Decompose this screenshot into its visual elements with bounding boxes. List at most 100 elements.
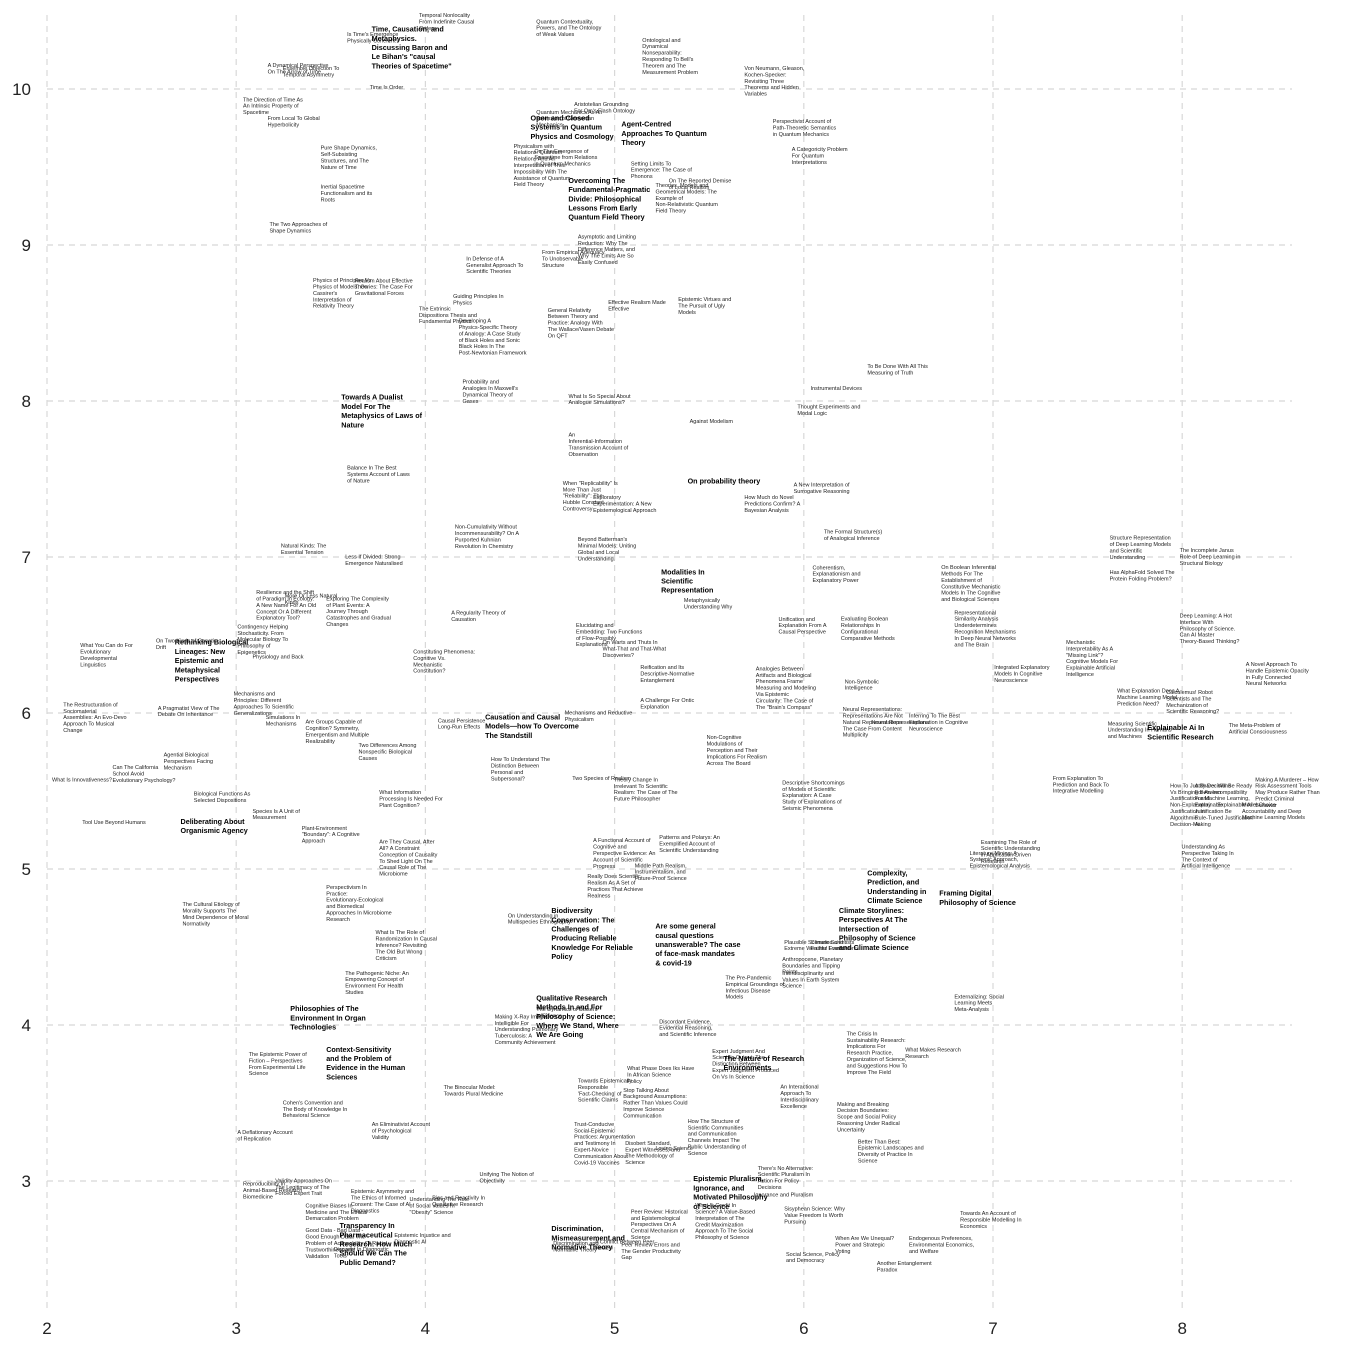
point-label: Calculemus! Robot Scientists and The Mecha…: [1166, 690, 1219, 715]
y-tick-label: 10: [12, 80, 31, 99]
point-label: A Novel Approach To Handle Epistemic Opac…: [1246, 662, 1309, 687]
point-label: On probability theory: [688, 477, 761, 486]
point-label: What Is The Role of Randomization In Caus…: [376, 930, 437, 962]
point-label: Contingency Helping Stochasticity. From Mo…: [237, 624, 288, 656]
point-label: A Sharer Will Be Ready For An Incompatibi…: [1195, 783, 1254, 827]
point-label: Inferring To The Best Explanation in Cogn…: [909, 714, 968, 733]
point-label: Theories, Models and Geometrical Models: …: [656, 183, 719, 215]
point-label: Unifying The Notion of Objectivity: [480, 1172, 535, 1184]
point-label: Agent-Centred Approaches To Quantum Theory: [621, 120, 706, 147]
point-label: Really Does Scientific Realism As A Set o…: [587, 874, 643, 899]
point-label: Discrimination, Mismeasurement and Normati…: [551, 1224, 625, 1251]
point-label: Discordant Evidence, Evidential Reasoning…: [659, 1019, 716, 1038]
point-label: Two Differences Among Nonspecific Biologi…: [359, 743, 417, 762]
point-label: Cognitive Biases In Medicine and The Ethi…: [306, 1203, 368, 1222]
point-label: Exploring The Complexity of Plant Events:…: [326, 596, 391, 628]
point-label: Time, Causation, and Metaphysics. Discussi…: [372, 25, 452, 71]
data-labels: Temporal Nonlocality From Indefinite Caus…: [52, 13, 1320, 1273]
point-label: Endogenous Preferences, Environmental Eco…: [909, 1236, 975, 1255]
point-label: Reproducibility In Animal-Based Research B…: [243, 1182, 302, 1201]
point-label: Time Is Order: [370, 85, 404, 91]
point-label: An Inferential-Information Transmission Ac…: [569, 433, 629, 458]
point-label: Overcoming The Fundamental-Pragmatic Divid…: [568, 176, 650, 222]
point-label: Trust-Conducive Social-Epistemic Practices…: [574, 1122, 635, 1166]
point-label: Are They Causal, After All? A Constraint C…: [379, 840, 437, 878]
point-label: When Are We Unequal? Power and Strategic V…: [835, 1236, 894, 1255]
point-label: When "Replicability" Is More Than Just "Re…: [563, 481, 618, 513]
point-label: Towards A Dualist Model For The Metaphysic…: [341, 393, 422, 430]
point-label: Framing Digital Philosophy of Science: [939, 889, 1016, 907]
point-label: Another Entanglement Paradox: [877, 1261, 932, 1273]
point-label: The Formal Structure(s) of Analogical Inf…: [824, 530, 883, 542]
point-label: Balance In The Best Systems Account of La…: [347, 466, 410, 485]
point-label: What Phase Does Iks Have In African Scien…: [627, 1066, 694, 1085]
point-label: Theory Change In Irrelevant To Scientific…: [614, 777, 678, 802]
point-label: Climate Storylines: Perspectives At The In…: [839, 906, 916, 952]
point-label: Climate Scientists Fruitful Frameworks: [811, 940, 860, 952]
point-label: On Understanding in Multispecies Ethnogra…: [508, 913, 571, 925]
y-tick-label: 5: [22, 860, 31, 879]
point-label: Interdisciplinarity and Values In Earth S…: [782, 971, 839, 990]
point-label: Explainable Ai In Scientific Research: [1147, 723, 1213, 741]
point-label: Ontological and Dynamical Nonseparability:…: [642, 38, 698, 76]
point-label: Non-Symbolic Intelligence: [845, 679, 879, 691]
point-label: From Local To Global Hyperbolicity: [268, 116, 320, 128]
point-label: Plant-Environment "Boundary": A Cognitive…: [302, 826, 360, 845]
point-label: On Two Kinds of Genetic Drift: [156, 639, 217, 651]
point-label: Epistemic Asymmetry and The Ethics of Inf…: [351, 1189, 414, 1214]
point-label: The Extrinsic Dispositions Thesis and Fund…: [419, 306, 477, 325]
point-label: The Pre-Pandemic Empirical Groundings of I…: [726, 976, 785, 1001]
point-label: On Boolean Inferential Methods For The Est…: [941, 565, 1001, 603]
point-label: Epistemic Pluralism, Ignorance, and Motiva…: [693, 1174, 767, 1211]
point-label: What Is Credit In Science? A Value-Based I…: [695, 1203, 755, 1241]
point-label: The Cultural Etiology of Morality Support…: [183, 902, 249, 927]
point-label: Making and Breaking Decision Boundaries: S…: [837, 1102, 900, 1134]
axis-tick-labels: 2 3 4 5 6 7 8 3 4 5 6 7 8 9 10: [12, 80, 1187, 1338]
y-tick-label: 4: [22, 1016, 31, 1035]
point-label: Are some general causal questions unanswer…: [655, 922, 740, 968]
point-label: Coherentism, Explanationism and Explanator…: [813, 565, 861, 584]
point-label: Towards An Account of Responsible Modelli…: [960, 1211, 1021, 1230]
point-label: Species Is A Unit of Measurement: [253, 809, 301, 821]
point-label: On The Emergence of Spacetime from Relati…: [534, 149, 597, 168]
point-label: Stop Talking About Background Assumptions…: [623, 1088, 687, 1120]
point-label: Analogies Between Artifacts and Biologica…: [756, 666, 816, 710]
point-label: Tool Use Beyond Humans: [82, 820, 146, 826]
point-label: Examining The Role of Scientific Understa…: [981, 840, 1040, 865]
point-label: The Restructuration of Sociomaterial Assem…: [63, 702, 126, 734]
point-label: What Is Innovativeness?: [52, 778, 112, 784]
point-label: Modalities In Scientific Representation: [661, 567, 713, 594]
point-label: Beyond Batterman's Minimal Models: Unitin…: [578, 537, 636, 562]
point-label: The Incomplete Janus Role of Deep Learnin…: [1180, 548, 1241, 567]
point-label: General Relativity Between Theory and Prac…: [548, 308, 614, 340]
point-label: Metaphysically Understanding Why: [684, 598, 733, 610]
point-label: Neural Representations: Representations A…: [843, 707, 904, 739]
point-label: Constituting Phenomena: Cognitive Vs. Mech…: [413, 650, 475, 675]
point-label: In Defense of A Generalist Approach To Sci…: [466, 256, 523, 275]
point-label: Transparency In Pharmaceutical Research: H…: [340, 1221, 413, 1267]
point-label: Ignorance and Pluralism: [754, 1193, 814, 1199]
point-label: A New Interpretation of Surrogative Reaso…: [794, 483, 850, 495]
y-tick-label: 3: [22, 1172, 31, 1191]
point-label: Disobert Standard, Expert Witnesses, and T…: [625, 1141, 680, 1166]
point-label: Non-Cumulativity Without Incommensurabili…: [455, 525, 520, 550]
point-label: Probability and Analogies In Maxwell's Dyn…: [463, 380, 519, 405]
x-tick-label: 3: [231, 1319, 240, 1338]
point-label: Better Than Best: Epistemic Landscapes an…: [858, 1139, 924, 1164]
point-label: The Epistemic Power of Fiction – Perspect…: [249, 1052, 308, 1077]
point-label: Loving Science: [656, 1146, 693, 1152]
point-label: Measuring Scientific Understanding In Hum…: [1108, 721, 1172, 740]
point-label: Against Modelism: [690, 419, 734, 425]
x-tick-label: 6: [799, 1319, 808, 1338]
point-label: Inertial Spacetime Functionalism and its R…: [321, 185, 373, 204]
point-label: From Explanation To Prediction and Back T…: [1053, 776, 1109, 795]
point-label: Open and Closed Systems in Quantum Physics…: [531, 113, 614, 140]
point-label: Sisyphean Science: Why Value Freedom Is W…: [784, 1207, 845, 1226]
point-label: Realism About Effective Theories: The Cas…: [355, 278, 413, 297]
point-label: Patterns and Polarys: An Exemplified Acco…: [659, 835, 720, 854]
point-label: Context-Sensitivity and the Problem of Evi…: [326, 1045, 405, 1082]
point-label: An Eliminativist Account of Psychological…: [372, 1122, 431, 1141]
point-label: Expert Judgment And Scientific Output: Th…: [712, 1049, 779, 1081]
point-label: Deep Learning: A Hot Interface With Philos…: [1180, 614, 1240, 646]
point-label: A Dynamical Perspective On The Arrow of T…: [268, 63, 329, 75]
